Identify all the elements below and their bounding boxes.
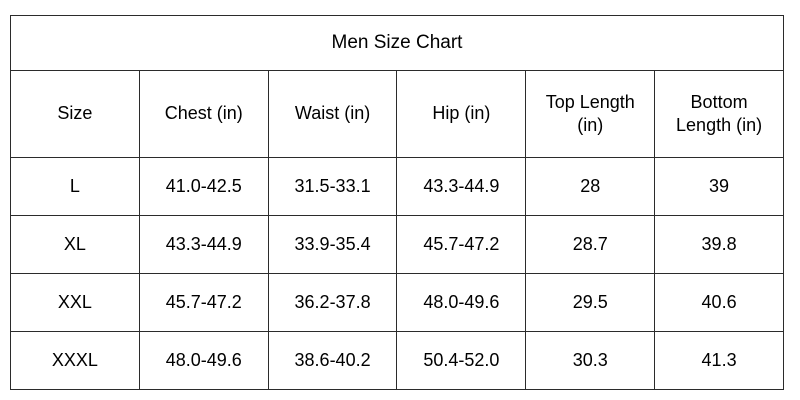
table-cell: 45.7-47.2 [138,273,269,332]
table-cell: 28.7 [525,215,656,274]
table-cell: 33.9-35.4 [267,215,398,274]
men-size-chart-table: Men Size Chart Size Chest (in) Waist (in) H… [10,15,784,390]
table-cell: 41.3 [654,331,784,390]
table-cell: 38.6-40.2 [267,331,398,390]
table-body: L 41.0-42.5 31.5-33.1 43.3-44.9 28 39 XL 43.3-4… [10,157,784,390]
table-cell: 45.7-47.2 [396,215,527,274]
column-header-5: Bottom Length (in) [654,70,784,158]
table-cell: 40.6 [654,273,784,332]
table-row-xl: XL 43.3-44.9 33.9-35.4 45.7-47.2 28.7 39.8 [10,215,784,274]
table-cell: 39.8 [654,215,784,274]
table-cell: 30.3 [525,331,656,390]
column-header-2: Waist (in) [267,70,398,158]
table-cell: 41.0-42.5 [138,157,269,216]
table-cell: 43.3-44.9 [396,157,527,216]
header-row: Size Chest (in) Waist (in) Hip (in) Top Leng… [10,70,784,158]
table-cell: 39 [654,157,784,216]
table-cell: 31.5-33.1 [267,157,398,216]
column-header-1: Chest (in) [138,70,269,158]
table-head: Men Size Chart Size Chest (in) Waist (in) H… [10,15,784,158]
title-row: Men Size Chart [10,15,784,71]
table-cell: 28 [525,157,656,216]
size-label-cell: XXL [10,273,140,332]
table-cell: 29.5 [525,273,656,332]
column-header-4: Top Length (in) [525,70,656,158]
table-row-xxxl: XXXL 48.0-49.6 38.6-40.2 50.4-52.0 30.3 41.3 [10,331,784,390]
table-cell: 36.2-37.8 [267,273,398,332]
size-label-cell: XL [10,215,140,274]
column-header-3: Hip (in) [396,70,527,158]
size-label-cell: XXXL [10,331,140,390]
size-label-cell: L [10,157,140,216]
table-cell: 50.4-52.0 [396,331,527,390]
table-title: Men Size Chart [10,15,784,71]
column-header-0: Size [10,70,140,158]
table-cell: 43.3-44.9 [138,215,269,274]
table-row-xxl: XXL 45.7-47.2 36.2-37.8 48.0-49.6 29.5 40.6 [10,273,784,332]
table-cell: 48.0-49.6 [138,331,269,390]
size-chart-container: Men Size Chart Size Chest (in) Waist (in) H… [10,15,784,390]
table-cell: 48.0-49.6 [396,273,527,332]
table-row-l: L 41.0-42.5 31.5-33.1 43.3-44.9 28 39 [10,157,784,216]
